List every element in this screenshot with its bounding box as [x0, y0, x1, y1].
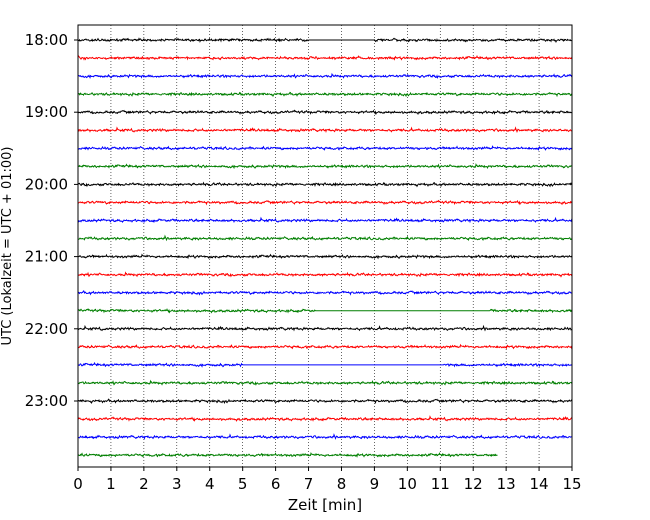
x-tick-label: 11	[431, 475, 450, 493]
y-tick-label: 19:00	[25, 103, 68, 121]
trace-line	[77, 162, 573, 170]
trace-line	[77, 308, 573, 314]
x-tick-label: 1	[106, 475, 116, 493]
y-tick-label: 22:00	[25, 320, 68, 338]
x-tick-label: 0	[73, 475, 83, 493]
trace-line	[77, 343, 573, 350]
trace-line	[77, 199, 573, 206]
trace-line	[77, 216, 573, 224]
trace-line	[77, 234, 573, 242]
trace-line	[77, 109, 573, 116]
trace-line	[77, 433, 573, 440]
x-tick-label: 3	[172, 475, 182, 493]
x-tick-label: 6	[271, 475, 281, 493]
trace-line	[77, 398, 573, 405]
trace-line	[77, 271, 573, 278]
x-tick-label: 15	[562, 475, 581, 493]
x-tick-label: 2	[139, 475, 149, 493]
x-tick-label: 5	[238, 475, 248, 493]
x-axis-label: Zeit [min]	[288, 496, 362, 514]
trace-line	[77, 324, 573, 332]
x-axis-ticks: 0 1 2 3 4 5 6 7 8 9 10 11 12 13 14 15	[73, 467, 582, 493]
y-axis-ticks: 18:00 19:00 20:00 21:00 22:00 23:00	[25, 31, 78, 410]
trace-line	[77, 290, 573, 296]
trace-line	[77, 451, 498, 458]
x-tick-label: 12	[464, 475, 483, 493]
x-tick-label: 10	[398, 475, 417, 493]
x-tick-label: 9	[370, 475, 380, 493]
x-tick-label: 7	[304, 475, 314, 493]
x-tick-label: 8	[337, 475, 347, 493]
y-tick-label: 21:00	[25, 248, 68, 266]
plot-frame	[77, 24, 573, 468]
trace-line	[77, 361, 573, 368]
x-tick-label: 4	[205, 475, 215, 493]
x-tick-label: 13	[497, 475, 516, 493]
trace-line	[77, 415, 573, 422]
y-axis-label: UTC (Lokalzeit = UTC + 01:00)	[0, 147, 15, 346]
y-tick-label: 18:00	[25, 31, 68, 49]
trace-line	[77, 181, 573, 188]
trace-line	[77, 37, 573, 44]
trace-group	[77, 37, 573, 458]
trace-line	[77, 145, 573, 151]
y-tick-label: 23:00	[25, 392, 68, 410]
y-tick-label: 20:00	[25, 175, 68, 193]
trace-line	[77, 253, 573, 260]
trace-line	[77, 91, 573, 98]
trace-line	[77, 126, 573, 133]
x-tick-label: 14	[530, 475, 549, 493]
trace-line	[77, 54, 573, 61]
trace-line	[77, 72, 573, 79]
trace-line	[77, 379, 573, 386]
